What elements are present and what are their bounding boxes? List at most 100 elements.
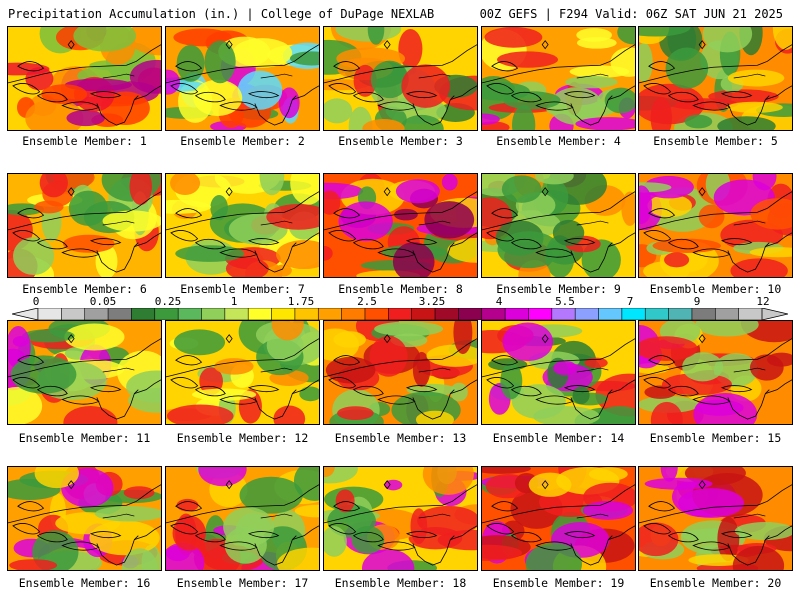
colorbar-tick-label: 0 <box>32 295 40 308</box>
ensemble-member-label: Ensemble Member: 4 <box>496 134 621 148</box>
colorbar-swatch <box>738 308 763 320</box>
colorbar-swatch <box>458 308 483 320</box>
colorbar-swatch <box>201 308 226 320</box>
precip-map <box>482 27 635 130</box>
colorbar-swatch <box>691 308 716 320</box>
colorbar-right-arrow <box>761 308 788 320</box>
ensemble-member-label: Ensemble Member: 5 <box>653 134 778 148</box>
colorbar-swatch <box>528 308 553 320</box>
colorbar-swatch <box>668 308 693 320</box>
ensemble-panel <box>323 173 478 278</box>
ensemble-member-label: Ensemble Member: 13 <box>334 431 467 445</box>
ensemble-member-label: Ensemble Member: 15 <box>649 431 782 445</box>
colorbar-swatch <box>574 308 600 320</box>
precip-map <box>639 467 792 570</box>
ensemble-member-label: Ensemble Member: 8 <box>338 282 463 296</box>
ensemble-member-label: Ensemble Member: 7 <box>180 282 305 296</box>
colorbar-swatch <box>411 308 436 320</box>
colorbar-swatch <box>84 308 109 320</box>
ensemble-member-label: Ensemble Member: 14 <box>492 431 625 445</box>
colorbar-swatch <box>271 308 296 320</box>
precip-map <box>324 321 477 424</box>
colorbar-swatch <box>317 308 343 320</box>
precip-map <box>639 27 792 130</box>
colorbar-swatch <box>294 308 319 320</box>
ensemble-panel <box>481 320 636 425</box>
colorbar-swatch <box>598 308 623 320</box>
colorbar-tick-label: 9 <box>693 295 701 308</box>
ensemble-panel <box>7 466 162 571</box>
colorbar-swatch <box>247 308 273 320</box>
colorbar-swatch <box>364 308 389 320</box>
colorbar-swatch <box>481 308 506 320</box>
colorbar-swatch <box>388 308 413 320</box>
colorbar-swatch <box>131 308 156 320</box>
ensemble-panel <box>638 466 793 571</box>
precip-map <box>166 467 319 570</box>
ensemble-member-label: Ensemble Member: 10 <box>649 282 782 296</box>
ensemble-panel <box>165 173 320 278</box>
precip-map <box>482 467 635 570</box>
ensemble-panel <box>323 466 478 571</box>
colorbar-swatch <box>61 308 86 320</box>
colorbar-tick-label: 0.05 <box>89 295 117 308</box>
colorbar-tick-label: 12 <box>756 295 770 308</box>
colorbar-tick-label: 1.75 <box>287 295 315 308</box>
colorbar-swatch <box>644 308 670 320</box>
ensemble-member-label: Ensemble Member: 20 <box>649 576 782 590</box>
header-valid-time: 00Z GEFS | F294 Valid: 06Z SAT JUN 21 20… <box>479 7 783 21</box>
precip-map <box>8 467 161 570</box>
ensemble-panel <box>481 26 636 131</box>
colorbar-swatch <box>37 308 62 320</box>
precip-map <box>166 174 319 277</box>
colorbar-swatch <box>621 308 646 320</box>
ensemble-panel <box>165 26 320 131</box>
ensemble-panel <box>165 320 320 425</box>
ensemble-panel <box>481 173 636 278</box>
precip-map <box>324 467 477 570</box>
precip-map <box>166 27 319 130</box>
precip-map <box>8 27 161 130</box>
ensemble-member-label: Ensemble Member: 2 <box>180 134 305 148</box>
ensemble-panel <box>165 466 320 571</box>
colorbar-tick-label: 0.25 <box>154 295 182 308</box>
precip-map <box>482 321 635 424</box>
colorbar-left-arrow <box>12 308 39 320</box>
ensemble-panel <box>638 320 793 425</box>
ensemble-member-label: Ensemble Member: 12 <box>176 431 309 445</box>
ensemble-panel <box>7 173 162 278</box>
colorbar-swatch <box>341 308 366 320</box>
ensemble-panel <box>7 26 162 131</box>
ensemble-panel <box>481 466 636 571</box>
ensemble-member-label: Ensemble Member: 1 <box>22 134 147 148</box>
ensemble-member-label: Ensemble Member: 17 <box>176 576 309 590</box>
colorbar-tick-label: 7 <box>626 295 634 308</box>
ensemble-member-label: Ensemble Member: 11 <box>18 431 151 445</box>
ensemble-panel <box>323 320 478 425</box>
colorbar <box>12 308 788 320</box>
header-title: Precipitation Accumulation (in.) | Colle… <box>8 7 435 21</box>
precip-map <box>639 174 792 277</box>
ensemble-panel <box>638 26 793 131</box>
precip-map <box>324 27 477 130</box>
colorbar-tick-label: 2.5 <box>357 295 377 308</box>
colorbar-swatch <box>107 308 133 320</box>
ensemble-member-label: Ensemble Member: 3 <box>338 134 463 148</box>
colorbar-tick-label: 5.5 <box>555 295 575 308</box>
precip-map <box>166 321 319 424</box>
colorbar-tick-label: 4 <box>495 295 503 308</box>
colorbar-swatch <box>551 308 576 320</box>
colorbar-tick-label: 3.25 <box>418 295 446 308</box>
precip-map <box>482 174 635 277</box>
colorbar-swatch <box>434 308 459 320</box>
colorbar-tick-label: 1 <box>230 295 238 308</box>
ensemble-member-label: Ensemble Member: 6 <box>22 282 147 296</box>
colorbar-swatch <box>714 308 740 320</box>
colorbar-swatch <box>154 308 179 320</box>
ensemble-member-label: Ensemble Member: 18 <box>334 576 467 590</box>
colorbar-swatch <box>504 308 530 320</box>
colorbar-swatch <box>177 308 203 320</box>
ensemble-member-label: Ensemble Member: 16 <box>18 576 151 590</box>
precip-map <box>8 321 161 424</box>
ensemble-member-label: Ensemble Member: 19 <box>492 576 625 590</box>
